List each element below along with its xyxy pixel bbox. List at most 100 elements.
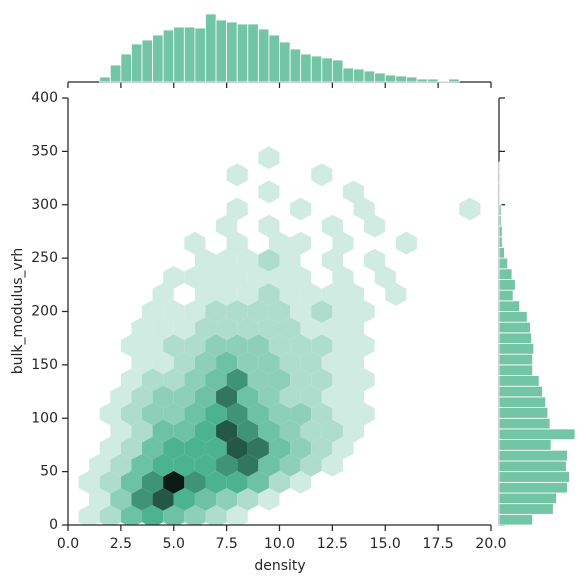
hex-cell <box>173 351 195 375</box>
hex-cell <box>353 300 375 323</box>
hex-cell <box>226 334 248 358</box>
hex-cell <box>311 334 333 358</box>
x-hist-bar <box>152 34 164 83</box>
hex-cell <box>300 317 322 340</box>
hex-cell <box>353 334 375 358</box>
y-tick-label: 300 <box>31 197 58 213</box>
hex-cell <box>142 300 164 323</box>
hex-cell <box>205 265 227 289</box>
hex-cell <box>152 385 174 409</box>
hex-cell <box>194 317 217 340</box>
hex-cell <box>258 248 280 272</box>
hex-cell <box>184 368 206 392</box>
hex-cell <box>184 334 206 358</box>
hex-cell <box>184 402 206 426</box>
hex-cell <box>290 231 312 255</box>
hex-cell <box>311 163 333 187</box>
hex-cell <box>342 317 365 340</box>
hex-cell <box>110 385 132 409</box>
y-hist-bar <box>498 460 567 473</box>
x-tick-label: 17.5 <box>423 536 454 552</box>
x-hist-bar <box>416 78 428 83</box>
hex-cell <box>163 402 185 426</box>
hex-cell <box>279 317 301 340</box>
hex-cell <box>300 419 322 443</box>
hex-cell <box>120 368 143 392</box>
hex-cell <box>268 436 291 460</box>
hex-cell <box>120 334 143 358</box>
hex-cell <box>216 419 238 443</box>
x-hist-bar <box>109 64 122 83</box>
y-hist-bar <box>498 311 528 323</box>
y-tick-label: 350 <box>31 143 58 159</box>
x-hist-bar <box>353 68 365 83</box>
hex-cell <box>131 487 153 511</box>
x-hist-bar <box>437 80 450 83</box>
hex-cell <box>152 487 174 511</box>
hex-cell <box>131 317 153 340</box>
hex-cell <box>152 317 174 340</box>
hex-cell <box>89 487 111 511</box>
x-tick-label: 5.0 <box>163 536 185 552</box>
y-hist-bar <box>498 279 516 291</box>
hex-cell <box>173 487 195 511</box>
hex-cell <box>237 317 259 340</box>
hex-cell <box>184 470 206 494</box>
x-hist-bar <box>131 43 143 83</box>
hex-cell <box>131 453 153 477</box>
hex-cell <box>89 453 111 477</box>
x-tick-label: 2.5 <box>110 536 132 552</box>
hex-cell <box>184 436 206 460</box>
hex-cell <box>258 487 280 511</box>
hex-cell <box>131 385 153 409</box>
hex-cell <box>332 334 354 358</box>
hex-cell <box>120 470 143 494</box>
hex-cell <box>142 402 164 426</box>
hex-cell <box>247 470 269 494</box>
hex-cell <box>142 505 164 525</box>
hex-cell <box>216 385 238 409</box>
hex-cell <box>290 402 312 426</box>
hex-cell <box>290 197 312 221</box>
y-hist-bar <box>498 172 501 184</box>
y-hist-bar <box>498 513 534 526</box>
y-hist-bar <box>498 471 570 483</box>
hex-cell <box>290 368 312 392</box>
hex-cell <box>99 470 121 494</box>
hex-cell <box>163 436 185 460</box>
hex-cell <box>184 265 206 289</box>
y-hist-bar <box>498 182 501 195</box>
hex-cell <box>258 317 280 340</box>
y-hist-bar <box>498 193 501 206</box>
y-hist-bar <box>498 204 502 216</box>
hex-cell <box>194 283 217 306</box>
hex-cell <box>237 419 259 443</box>
hex-cell <box>205 436 227 460</box>
hex-cell <box>342 351 365 375</box>
hex-cell <box>152 351 174 375</box>
y-axis-label: bulk_modulus_vrh <box>10 248 26 374</box>
hex-cell <box>173 317 195 340</box>
x-hist-bar <box>120 53 132 83</box>
hex-cell <box>110 419 132 443</box>
hex-cell <box>268 300 291 323</box>
hex-cell <box>237 487 259 511</box>
x-hist-bar <box>257 28 270 83</box>
y-hist-bar <box>498 247 505 259</box>
x-hist-bar <box>395 75 407 83</box>
y-hist-bar <box>498 353 534 366</box>
x-hist-bar <box>374 72 386 83</box>
hex-cell <box>300 385 322 409</box>
hex-cell <box>279 283 301 306</box>
y-hist-bar <box>498 503 554 515</box>
y-hist-bar <box>498 236 503 248</box>
hex-cell <box>99 505 121 525</box>
x-hist-bar <box>427 78 439 83</box>
hex-cell <box>258 453 280 477</box>
x-hist-bar <box>215 19 228 83</box>
hex-cell <box>163 334 185 358</box>
hex-cell <box>247 300 269 323</box>
x-hist-bar <box>384 74 397 83</box>
hex-cell <box>194 487 217 511</box>
hex-cell <box>342 419 365 443</box>
